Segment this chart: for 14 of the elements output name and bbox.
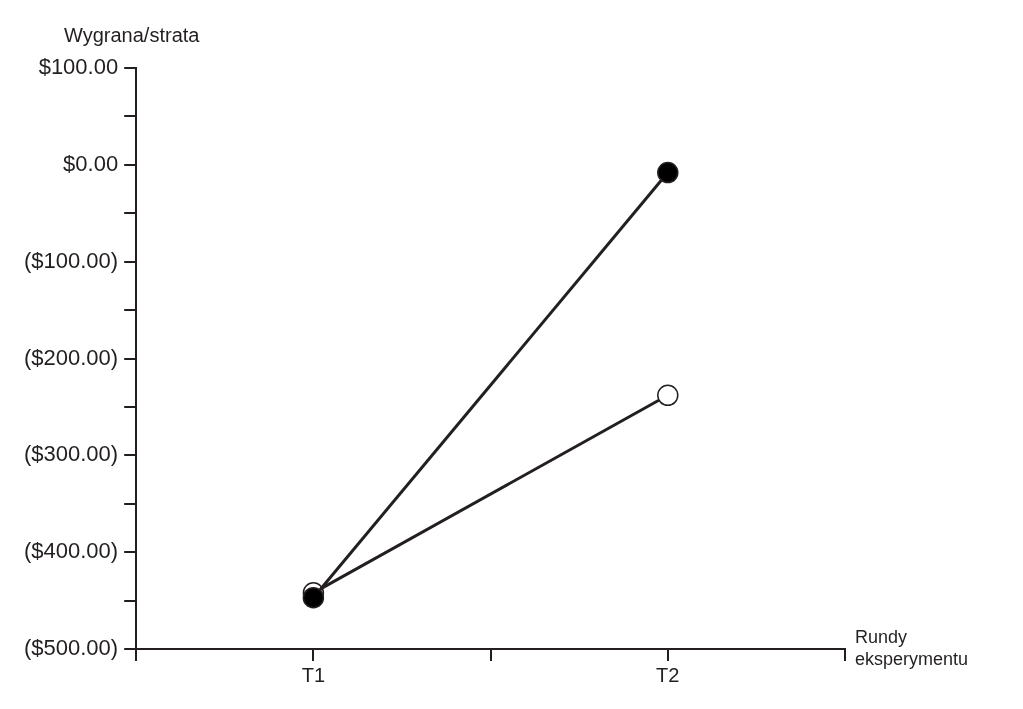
y-tick-label: ($100.00) <box>23 247 119 273</box>
y-tick-label: ($500.00) <box>23 635 119 661</box>
y-tick-label: ($300.00) <box>23 441 119 467</box>
point <box>302 586 325 609</box>
y-tick-label: ($200.00) <box>23 344 119 370</box>
x-tick-label: T2 <box>656 663 680 686</box>
y-axis-title: Wygrana/strata <box>64 24 201 46</box>
y-tick-label: $100.00 <box>38 54 119 80</box>
x-tick-label: T1 <box>301 663 326 686</box>
point <box>657 384 679 407</box>
x-axis-title: Rundy eksperymentu <box>855 627 969 669</box>
point <box>657 161 679 184</box>
y-tick-label: ($400.00) <box>23 538 119 564</box>
y-tick-label: $0.00 <box>63 150 119 176</box>
